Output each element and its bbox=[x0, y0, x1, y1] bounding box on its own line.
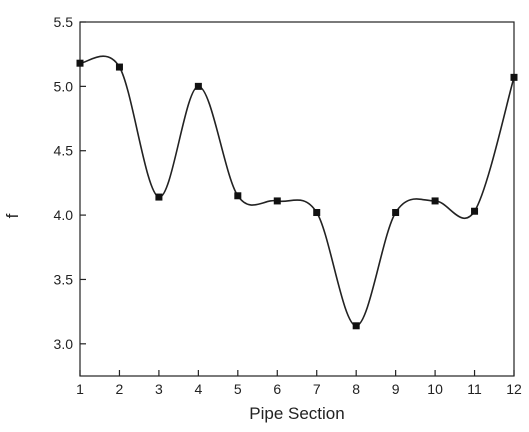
x-tick-label: 11 bbox=[467, 381, 482, 397]
data-point bbox=[76, 59, 84, 67]
y-tick-label: 4.5 bbox=[54, 143, 74, 159]
x-tick-label: 2 bbox=[116, 381, 124, 397]
plot-frame bbox=[79, 21, 515, 377]
data-point bbox=[234, 192, 242, 200]
y-tick-label: 3.5 bbox=[54, 271, 74, 287]
data-point bbox=[431, 197, 439, 205]
data-point bbox=[155, 193, 163, 201]
x-tick-label: 6 bbox=[273, 381, 281, 397]
x-tick-label: 8 bbox=[352, 381, 360, 397]
data-point bbox=[115, 63, 123, 71]
y-tick-label: 5.0 bbox=[54, 78, 74, 94]
x-tick-label: 3 bbox=[155, 381, 163, 397]
data-point bbox=[273, 197, 281, 205]
data-point bbox=[510, 73, 518, 81]
y-tick-label: 4.0 bbox=[54, 207, 74, 223]
data-point bbox=[392, 209, 400, 217]
data-point bbox=[194, 82, 202, 90]
x-tick-label: 12 bbox=[506, 381, 522, 397]
y-axis-label: f bbox=[3, 213, 22, 218]
data-point bbox=[313, 209, 321, 217]
x-tick-label: 4 bbox=[194, 381, 202, 397]
x-tick-label: 7 bbox=[313, 381, 321, 397]
x-axis-label: Pipe Section bbox=[249, 404, 344, 423]
data-point bbox=[352, 322, 360, 330]
y-axis-ticks: 3.0 3.5 4.0 4.5 5.0 5.5 bbox=[54, 14, 86, 352]
series-line bbox=[79, 55, 515, 327]
x-tick-label: 10 bbox=[427, 381, 443, 397]
y-tick-label: 5.5 bbox=[54, 14, 74, 30]
x-tick-label: 1 bbox=[76, 381, 84, 397]
series-markers bbox=[76, 59, 518, 330]
x-tick-label: 9 bbox=[392, 381, 400, 397]
x-tick-label: 5 bbox=[234, 381, 242, 397]
data-point bbox=[471, 207, 479, 215]
x-axis-ticks: 1 2 3 4 5 6 7 8 9 10 11 12 bbox=[76, 370, 522, 397]
y-tick-label: 3.0 bbox=[54, 336, 74, 352]
